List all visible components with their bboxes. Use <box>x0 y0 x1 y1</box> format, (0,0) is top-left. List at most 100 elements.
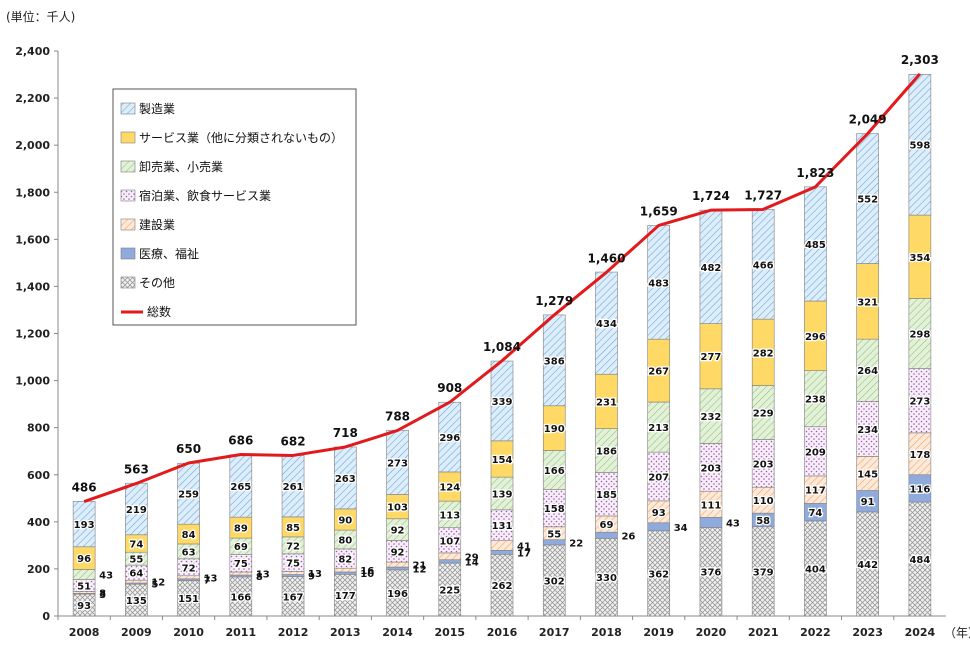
x-tick-label: 2018 <box>591 626 622 639</box>
data-label: 264 <box>857 366 878 377</box>
y-tick-label: 2,200 <box>15 92 50 105</box>
data-label: 485 <box>805 240 826 251</box>
data-label: 379 <box>753 567 774 578</box>
legend-label: その他 <box>139 276 175 290</box>
data-label: 167 <box>283 592 304 603</box>
data-label: 354 <box>909 253 930 264</box>
data-label: 13 <box>204 573 218 584</box>
data-label: 362 <box>648 569 669 580</box>
data-label: 21 <box>413 561 427 572</box>
x-tick-label: 2008 <box>69 626 100 639</box>
data-label: 75 <box>234 559 248 570</box>
data-label: 75 <box>286 559 300 570</box>
data-label: 69 <box>600 520 614 531</box>
data-label: 116 <box>909 484 930 495</box>
data-label: 3 <box>99 590 106 601</box>
x-tick-label: 2022 <box>800 626 831 639</box>
bar-segment <box>490 540 514 551</box>
bar-segment <box>438 552 462 561</box>
data-label: 117 <box>805 486 826 497</box>
data-label: 296 <box>805 332 826 343</box>
data-label: 209 <box>805 447 826 458</box>
total-label: 1,279 <box>535 294 573 308</box>
data-label: 321 <box>857 297 878 308</box>
data-label: 483 <box>648 278 669 289</box>
data-label: 298 <box>909 330 930 341</box>
data-label: 85 <box>286 523 300 534</box>
data-label: 111 <box>701 500 722 511</box>
data-label: 14 <box>465 557 479 568</box>
data-label: 29 <box>465 552 479 563</box>
legend-label: 製造業 <box>139 102 175 116</box>
data-label: 90 <box>338 515 352 526</box>
data-label: 296 <box>439 433 460 444</box>
bar-segment <box>229 571 253 576</box>
bar-segment <box>281 571 305 575</box>
data-label: 92 <box>391 526 405 537</box>
data-label: 51 <box>77 582 91 593</box>
data-label: 16 <box>360 566 374 577</box>
x-tick-label: 2010 <box>173 626 204 639</box>
data-label: 22 <box>569 538 583 549</box>
data-label: 219 <box>126 505 147 516</box>
data-label: 82 <box>338 555 352 566</box>
data-label: 203 <box>753 459 774 470</box>
legend-swatch <box>120 131 136 144</box>
x-tick-label: 2019 <box>643 626 674 639</box>
data-label: 55 <box>547 529 561 540</box>
x-tick-label: 2020 <box>696 626 727 639</box>
data-label: 234 <box>857 425 878 436</box>
bar-segment <box>386 561 409 568</box>
total-label: 1,659 <box>640 204 678 218</box>
total-label: 1,727 <box>744 188 782 202</box>
data-label: 17 <box>517 548 531 559</box>
data-label: 442 <box>857 560 878 571</box>
data-label: 5 <box>151 580 158 591</box>
legend-label: 卸売業、小売業 <box>139 159 223 174</box>
data-label: 154 <box>492 455 513 466</box>
bar-segment <box>542 539 566 546</box>
data-label: 273 <box>387 458 408 469</box>
data-label: 7 <box>204 576 211 587</box>
data-label: 10 <box>360 569 374 580</box>
data-label: 151 <box>178 594 199 605</box>
data-label: 225 <box>439 586 460 597</box>
x-tick-label: 2016 <box>487 626 518 639</box>
y-tick-label: 600 <box>27 469 50 482</box>
legend-swatch <box>120 160 136 173</box>
data-label: 273 <box>909 397 930 408</box>
data-label: 213 <box>648 423 669 434</box>
data-label: 84 <box>182 530 196 541</box>
bar-segment <box>125 579 148 584</box>
bar-segment <box>333 567 357 573</box>
legend-swatch <box>120 218 136 231</box>
unit-label: (単位：千人) <box>6 10 76 24</box>
legend-swatch <box>120 189 136 202</box>
data-label: 89 <box>234 524 248 535</box>
data-label: 339 <box>492 397 513 408</box>
total-label: 650 <box>176 442 201 456</box>
y-tick-label: 1,200 <box>15 328 50 341</box>
total-label: 1,724 <box>692 189 730 203</box>
data-label: 482 <box>701 263 722 274</box>
data-label: 103 <box>387 503 408 514</box>
bar-segment <box>177 575 200 580</box>
total-label: 563 <box>124 462 149 476</box>
legend-label: 建設業 <box>139 217 175 232</box>
data-label: 484 <box>909 555 930 566</box>
data-label: 166 <box>544 466 565 477</box>
data-label: 69 <box>234 542 248 553</box>
y-tick-label: 0 <box>42 610 50 623</box>
data-label: 552 <box>857 195 878 206</box>
data-label: 8 <box>99 588 106 599</box>
data-label: 64 <box>129 569 143 580</box>
bars: 9338514396193135512645574219151713726384… <box>72 74 932 617</box>
total-label: 788 <box>385 409 410 423</box>
data-label: 80 <box>338 535 352 546</box>
data-label: 166 <box>230 592 251 603</box>
data-label: 96 <box>77 554 91 565</box>
data-label: 92 <box>391 547 405 558</box>
y-tick-label: 1,800 <box>15 186 50 199</box>
total-label: 686 <box>228 434 253 448</box>
